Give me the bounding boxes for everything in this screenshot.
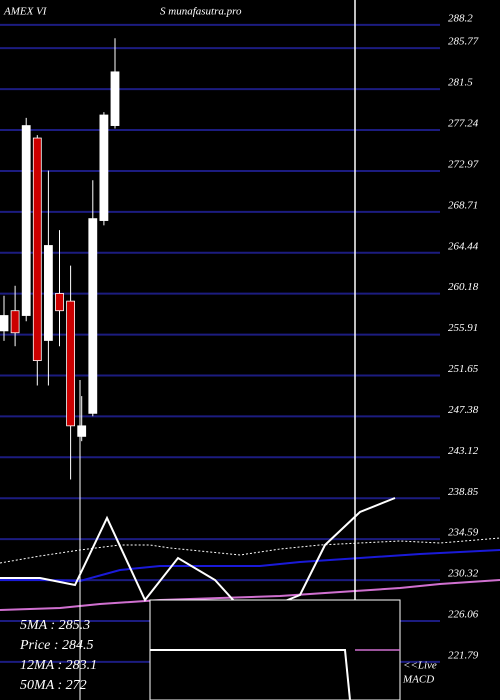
info-text: 50MA : 272 <box>20 678 87 693</box>
candle-body <box>88 218 98 414</box>
candle-body <box>66 300 75 427</box>
candle-body <box>99 114 109 221</box>
y-tick-label: 247.38 <box>448 404 479 416</box>
candles <box>0 38 120 480</box>
y-tick-label: 277.24 <box>448 118 479 130</box>
chart-title: AMEX VI <box>3 6 48 18</box>
y-tick-label: 251.65 <box>448 363 479 375</box>
y-tick-label: 272.97 <box>448 158 479 170</box>
y-tick-label: 264.44 <box>448 240 479 252</box>
y-tick-label: 288.2 <box>448 12 473 24</box>
candle-body <box>10 310 20 334</box>
indicator-lines <box>0 497 500 611</box>
info-text: 12MA : 283.1 <box>20 658 97 673</box>
candle-body <box>0 315 9 332</box>
candle-body <box>44 245 53 341</box>
macd-line <box>0 497 396 607</box>
info-text: Price : 284.5 <box>19 638 93 653</box>
dotted-line <box>0 537 500 564</box>
y-tick-label: 230.32 <box>448 568 479 580</box>
live-label: <<Live <box>403 660 437 672</box>
y-tick-label: 285.77 <box>448 36 479 48</box>
candle-body <box>32 137 42 362</box>
y-tick-label: 268.71 <box>448 199 478 211</box>
y-tick-label: 243.12 <box>448 445 479 457</box>
y-tick-label: 226.06 <box>448 608 479 620</box>
y-tick-label: 221.79 <box>448 649 479 661</box>
candle-body <box>77 425 87 437</box>
candle-body <box>55 293 64 312</box>
candle-body <box>110 71 120 126</box>
y-tick-label: 238.85 <box>448 486 479 498</box>
indicator-label: MACD <box>402 674 434 686</box>
blue-line <box>0 549 500 583</box>
y-tick-label: 281.5 <box>448 77 473 89</box>
y-tick-label: 255.91 <box>448 322 478 334</box>
y-tick-label: 234.59 <box>448 527 479 539</box>
y-tick-label: 260.18 <box>448 281 479 293</box>
candle-body <box>21 125 31 316</box>
info-text: 5MA : 285.3 <box>20 618 90 633</box>
chart-subtitle: S munafasutra.pro <box>160 6 242 18</box>
macd-inner-line <box>150 649 351 700</box>
